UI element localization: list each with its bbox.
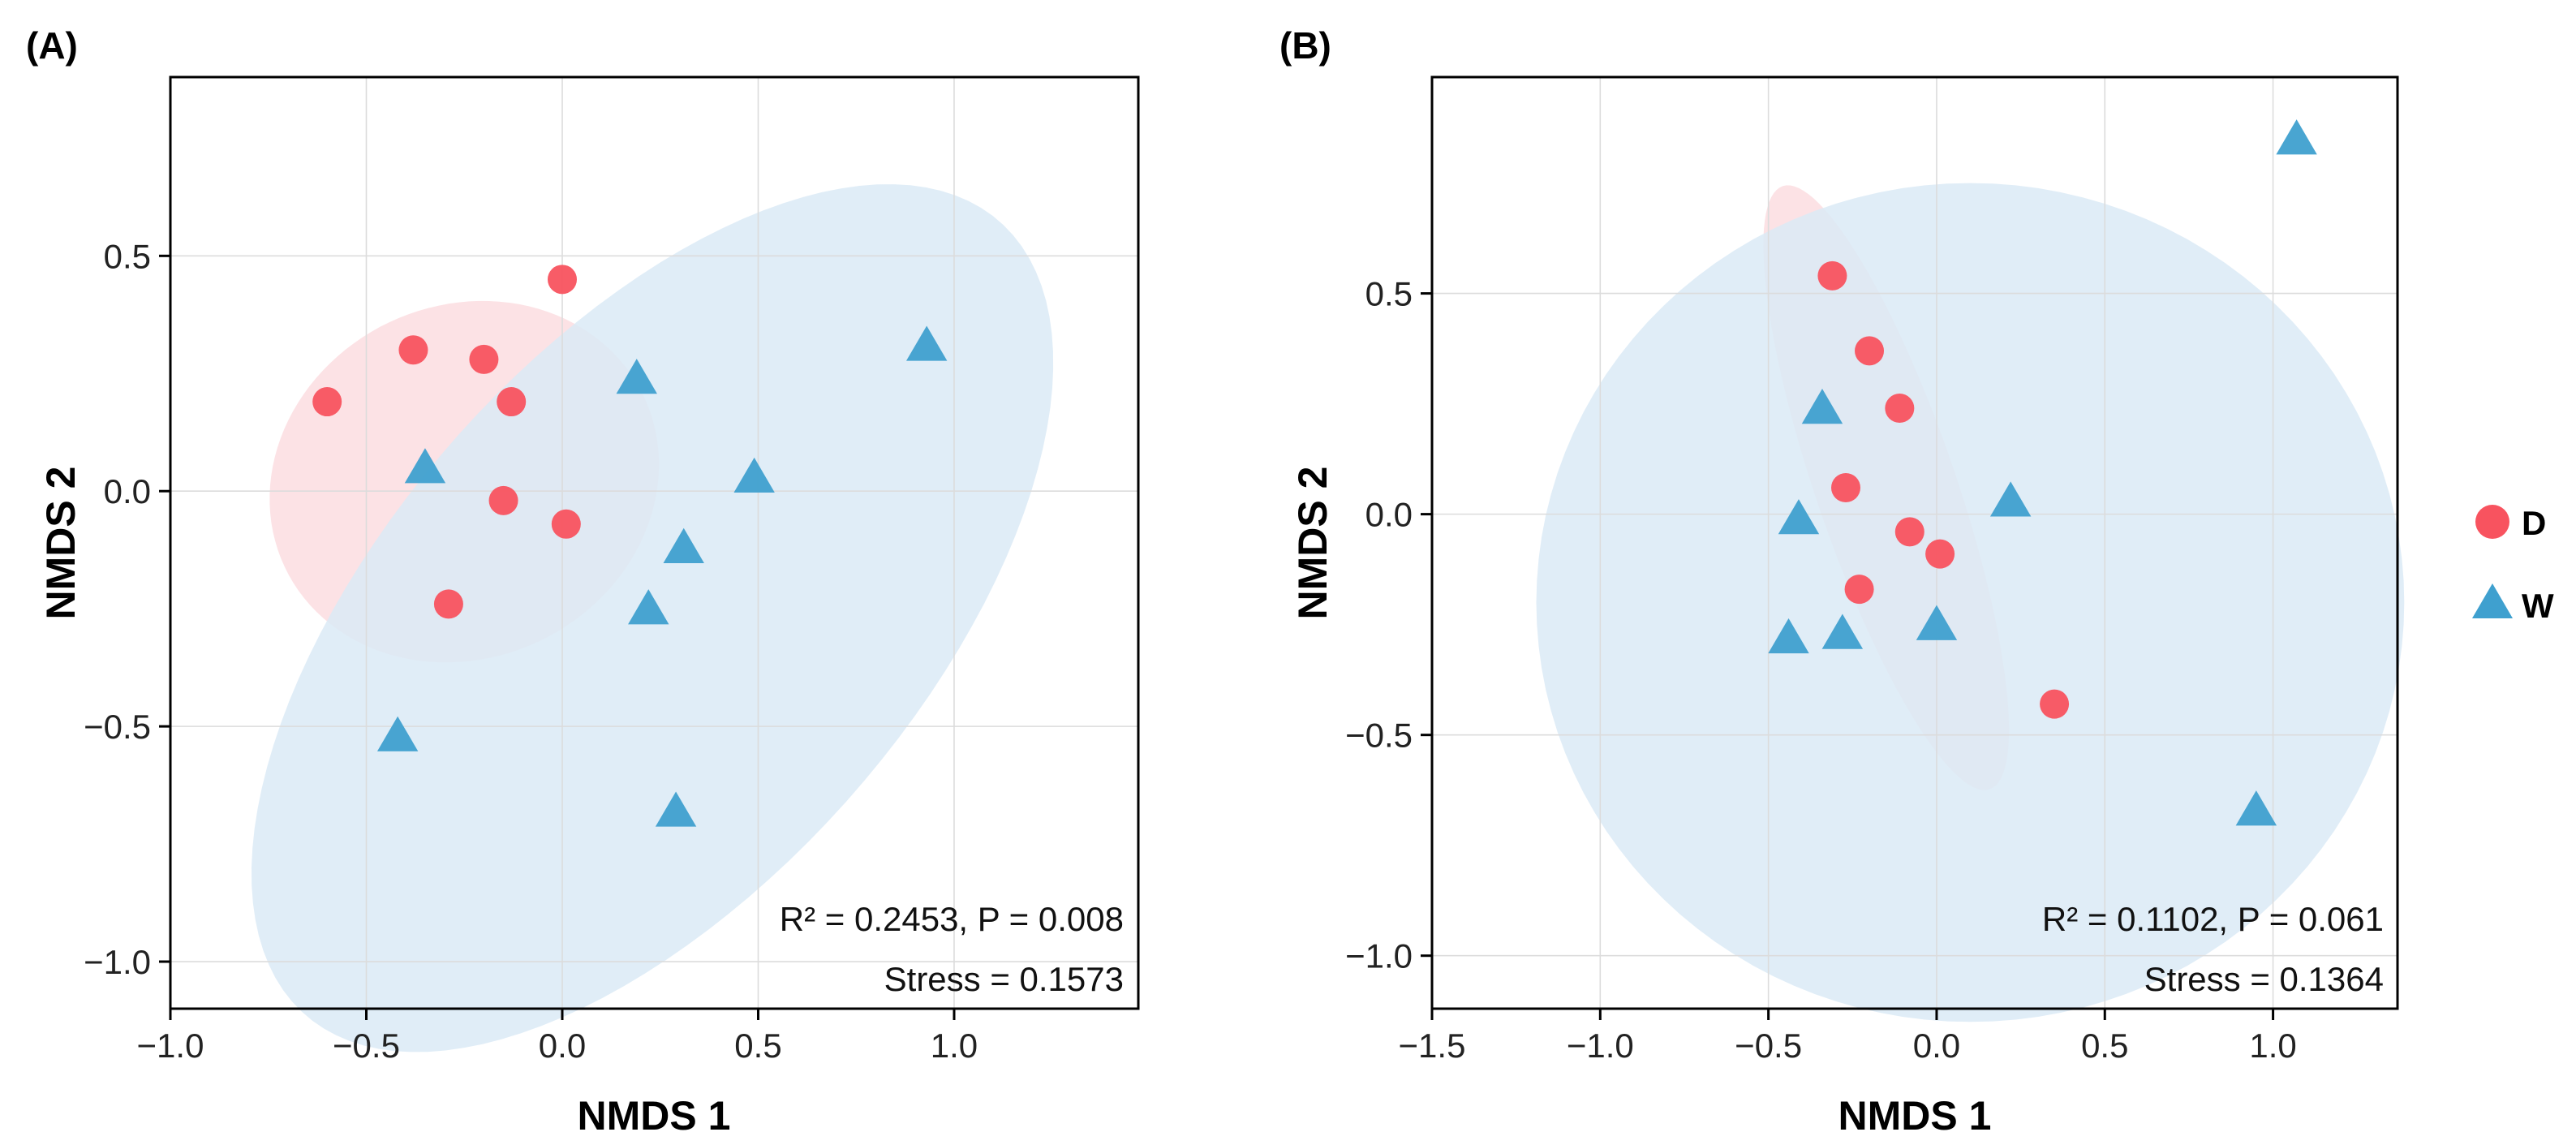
panel-a-ticks: −1.0 −0.5 0.0 0.5 1.0 −1.0 −0.5 0.0 0.5 <box>84 237 978 1065</box>
panel-a-point-w-4 <box>663 527 704 563</box>
panel-b-point-w-7 <box>2235 790 2277 826</box>
panel-b-y-tick-label-3: 0.5 <box>1365 275 1413 313</box>
panel-a-y-tick-label-2: 0.0 <box>104 472 151 510</box>
panel-b-x-axis-title: NMDS 1 <box>1838 1093 1992 1139</box>
panel-b-point-w-2 <box>1989 481 2032 517</box>
panel-b-y-tick-label-0: −1.0 <box>1345 937 1413 975</box>
panel-a-x-axis-title: NMDS 1 <box>578 1093 731 1139</box>
panel-a-y-tick-label-0: −1.0 <box>84 943 151 981</box>
panel-b-point-d-4 <box>1894 517 1924 547</box>
panel-a-stress: Stress = 0.1573 <box>884 960 1124 998</box>
panel-b-ellipse-w <box>1536 183 2405 1022</box>
panel-b-point-d-3 <box>1831 472 1860 502</box>
panel-b-point-w-4 <box>1916 605 1958 640</box>
panel-b-point-d-7 <box>2040 689 2070 719</box>
panel-a-point-d-1 <box>398 335 428 365</box>
panel-b-x-tick-label-3: 0.0 <box>1913 1027 1960 1065</box>
panel-b: (B) −1.5 −1.0 −0.5 0.0 0.5 1.0−1.0−0.50.00.5 … <box>1279 24 2405 1139</box>
panel-a-point-d-0 <box>547 265 577 295</box>
panel-b-stress: Stress = 0.1364 <box>2144 960 2384 998</box>
panel-b-y-tick-label-1: −0.5 <box>1345 717 1413 755</box>
panel-a-point-w-0 <box>905 325 948 361</box>
panel-a-point-w-1 <box>616 359 657 394</box>
panel-b-y-axis-title: NMDS 2 <box>1290 467 1335 620</box>
panel-b-points <box>1768 119 2317 826</box>
panel-a-y-tick-label-3: 0.5 <box>104 237 151 275</box>
panel-b-x-tick-label-5: 1.0 <box>2249 1027 2296 1065</box>
panel-a-point-d-7 <box>433 589 463 619</box>
panel-a-x-tick-label-4: 1.0 <box>931 1027 978 1065</box>
panel-b-point-w-3 <box>1778 499 1820 535</box>
panel-b-plot-frame <box>1430 75 2399 1010</box>
panel-b-label: (B) <box>1279 24 1331 67</box>
panel-a-label: (A) <box>26 24 78 67</box>
legend-d-circle-icon <box>2475 505 2509 539</box>
panel-a: (A) −1.0 −0.5 0.0 0.5 1.0 −1.0 −0.5 0.0 0.5 R² =… <box>26 24 1140 1139</box>
panel-a-y-axis-title: NMDS 2 <box>38 467 84 620</box>
panel-a-point-w-3 <box>733 457 775 493</box>
panel-a-point-d-4 <box>497 387 527 417</box>
panel-b-point-w-6 <box>1768 618 1809 654</box>
panel-b-point-d-0 <box>1817 260 1847 291</box>
panel-b-y-tick-label-2: 0.0 <box>1365 496 1413 534</box>
panel-a-y-tick-label-1: −0.5 <box>84 708 151 746</box>
panel-a-x-tick-label-0: −1.0 <box>137 1027 204 1065</box>
panel-a-x-tick-label-3: 0.5 <box>734 1027 781 1065</box>
panel-a-x-tick-label-2: 0.0 <box>539 1027 586 1065</box>
panel-a-point-d-2 <box>469 344 499 374</box>
panel-b-point-d-2 <box>1885 394 1915 424</box>
panel-b-ellipses <box>1536 183 2405 1022</box>
panel-b-x-tick-label-1: −1.0 <box>1567 1027 1634 1065</box>
panel-a-point-d-3 <box>312 387 342 417</box>
legend-w-triangle-icon <box>2472 583 2513 618</box>
panel-b-point-d-5 <box>1925 539 1955 569</box>
panel-b-point-w-1 <box>1801 389 1843 424</box>
panel-a-point-w-7 <box>655 791 697 827</box>
panel-b-x-tick-label-2: −0.5 <box>1735 1027 1802 1065</box>
legend: D W <box>2472 504 2554 625</box>
panel-b-point-w-0 <box>2276 119 2317 155</box>
panel-b-point-d-1 <box>1855 336 1885 366</box>
panel-a-stats: R² = 0.2453, P = 0.008 <box>780 900 1124 938</box>
legend-w-label: W <box>2522 587 2554 625</box>
legend-d-label: D <box>2522 504 2546 542</box>
panel-a-point-d-5 <box>488 485 518 515</box>
panel-a-points <box>312 265 948 827</box>
panel-a-plot-frame <box>169 75 1140 1010</box>
panel-a-point-w-6 <box>376 716 419 751</box>
panel-b-stats: R² = 0.1102, P = 0.061 <box>2042 900 2384 938</box>
panel-b-point-d-6 <box>1844 575 1874 605</box>
panel-b-ticks: −1.5 −1.0 −0.5 0.0 0.5 1.0 −1.0 −0.5 0.0 0.5 <box>1345 275 2297 1065</box>
panel-a-point-w-5 <box>628 589 669 625</box>
panel-a-point-d-6 <box>551 509 581 539</box>
panel-b-point-w-5 <box>1821 613 1864 649</box>
panel-a-point-w-2 <box>404 448 446 484</box>
panel-b-x-tick-label-4: 0.5 <box>2081 1027 2128 1065</box>
panel-a-x-tick-label-1: −0.5 <box>333 1027 400 1065</box>
panel-b-x-tick-label-0: −1.5 <box>1399 1027 1466 1065</box>
